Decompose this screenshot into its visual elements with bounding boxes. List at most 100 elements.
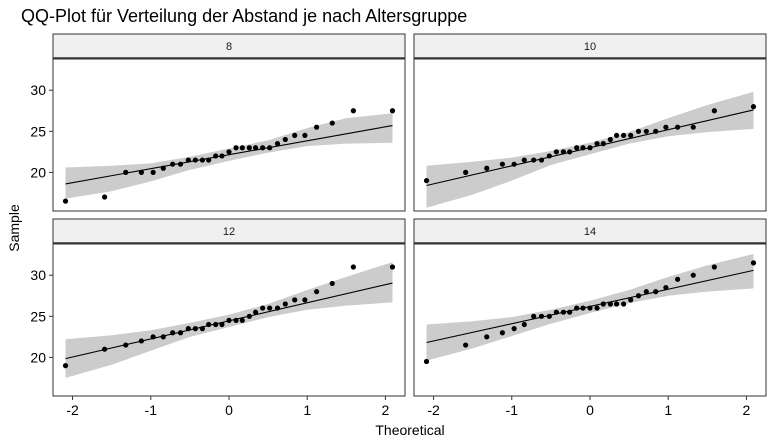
data-point <box>213 153 219 159</box>
data-point <box>267 305 273 311</box>
data-point <box>123 342 129 348</box>
y-tick-label: 25 <box>30 123 46 139</box>
data-point <box>302 297 308 303</box>
data-point <box>389 108 396 114</box>
data-point <box>643 289 649 295</box>
data-point <box>750 104 757 110</box>
data-point <box>587 305 593 311</box>
data-point <box>600 301 606 307</box>
data-point <box>553 309 559 315</box>
data-point <box>185 326 191 332</box>
data-point <box>560 309 567 315</box>
data-point <box>600 141 606 147</box>
data-point <box>621 132 627 139</box>
data-point <box>292 132 298 139</box>
data-point <box>350 108 356 114</box>
data-point <box>587 145 593 151</box>
data-point <box>613 132 620 139</box>
reference-line <box>65 124 393 185</box>
data-point <box>580 305 586 311</box>
data-point <box>463 342 469 348</box>
data-point <box>560 149 567 155</box>
data-point <box>123 169 129 175</box>
data-point <box>613 301 620 307</box>
data-point <box>150 334 156 340</box>
data-point <box>635 293 642 299</box>
data-point <box>219 153 225 159</box>
x-tick-label: -2 <box>66 402 79 418</box>
data-point <box>546 153 552 159</box>
y-axis-title: Sample <box>6 204 22 252</box>
x-tick-label: -1 <box>145 402 158 418</box>
data-point <box>499 161 505 167</box>
data-point <box>246 313 252 319</box>
data-point <box>484 165 490 171</box>
x-tick-label: 2 <box>382 402 390 418</box>
data-point <box>511 161 517 167</box>
data-point <box>484 334 490 340</box>
data-point <box>219 321 225 328</box>
data-point <box>511 326 517 332</box>
data-point <box>170 161 176 167</box>
data-point <box>62 198 69 204</box>
panel-8: 8 20 25 30 <box>30 33 406 212</box>
data-point <box>643 128 649 134</box>
data-point <box>213 321 219 328</box>
confidence-band <box>65 113 393 199</box>
data-point <box>314 124 320 130</box>
y-tick-label: 20 <box>30 164 46 180</box>
y-tick-label: 30 <box>30 82 46 98</box>
data-point <box>260 305 266 311</box>
y-tick-label: 20 <box>30 349 46 365</box>
data-point <box>607 301 613 307</box>
data-point <box>567 149 573 155</box>
x-tick-label: 0 <box>586 402 594 418</box>
data-point <box>160 334 166 340</box>
data-point <box>675 276 681 282</box>
x-tick-label: 0 <box>225 402 233 418</box>
data-point <box>538 313 545 319</box>
facet-strip <box>413 218 767 244</box>
data-point <box>521 321 527 328</box>
data-point <box>233 317 239 324</box>
y-tick-label: 25 <box>30 308 46 324</box>
data-point <box>607 136 613 143</box>
data-point <box>567 309 573 315</box>
data-point <box>329 120 335 126</box>
data-point <box>62 363 69 369</box>
data-point <box>138 338 144 344</box>
data-point <box>185 157 191 163</box>
data-point <box>192 326 198 332</box>
data-point <box>635 128 642 134</box>
data-point <box>750 260 757 266</box>
data-point <box>282 136 288 143</box>
data-point <box>226 317 232 324</box>
data-point <box>690 272 696 278</box>
data-point <box>574 305 580 311</box>
data-point <box>314 289 320 295</box>
data-point <box>463 169 469 175</box>
data-point <box>138 169 144 175</box>
x-tick-label: -1 <box>506 402 519 418</box>
data-point <box>663 124 669 130</box>
data-point <box>553 149 559 155</box>
data-point <box>628 132 634 139</box>
data-point <box>160 165 166 171</box>
facet-strip-label: 8 <box>226 41 232 53</box>
data-point <box>150 169 156 175</box>
data-point <box>102 194 108 200</box>
data-point <box>177 161 184 167</box>
facet-strip-label: 10 <box>584 41 596 53</box>
x-tick-label: 1 <box>664 402 672 418</box>
data-point <box>350 264 356 270</box>
data-point <box>389 264 396 270</box>
data-point <box>690 124 696 130</box>
data-point <box>574 145 580 151</box>
data-point <box>226 149 232 155</box>
x-axis-title: Theoretical <box>375 422 444 438</box>
data-point <box>192 157 198 163</box>
data-point <box>663 284 669 291</box>
data-point <box>267 145 273 151</box>
